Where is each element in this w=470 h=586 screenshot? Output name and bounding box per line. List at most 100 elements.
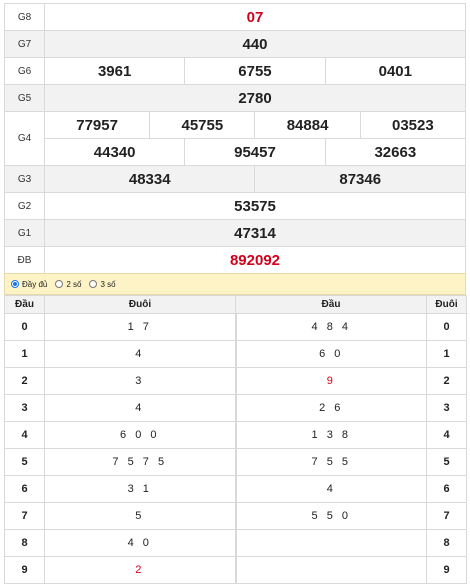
tail-digit-right: 0: [426, 313, 467, 341]
prize-value-g4: 77957: [43, 111, 151, 139]
head-digit: 0: [4, 313, 45, 341]
radio-icon[interactable]: [11, 280, 19, 288]
tail-digits: 3: [44, 367, 236, 395]
column-header-duoi: Đuôi: [44, 295, 236, 314]
prize-row-g5: G5 2780: [4, 84, 466, 112]
prize-row-g4-second: 44340 95457 32663: [5, 138, 467, 166]
prize-label: G2: [4, 192, 45, 220]
tail-digit-right: 9: [426, 556, 467, 584]
prize-label: G4: [4, 111, 45, 166]
prize-value-g6: 0401: [324, 57, 467, 85]
head-digit: 3: [4, 394, 45, 422]
prize-value-g4: 45755: [149, 111, 256, 139]
radio-icon[interactable]: [55, 280, 64, 288]
head-digits-right: 7 5 5: [234, 448, 427, 476]
tail-digits: 3 1: [44, 475, 236, 503]
head-digit: 5: [4, 448, 45, 476]
head-digit: 6: [4, 475, 45, 503]
head-digits-right: 2 6: [234, 394, 427, 422]
prize-row-g2: G2 53575: [4, 192, 466, 220]
head-digit: 2: [4, 367, 45, 395]
head-digits-right: 4 8 4: [234, 313, 427, 341]
option-three-label: 3 số: [100, 279, 116, 289]
column-header-dau: Đầu: [4, 295, 45, 314]
prize-value-g3: 87346: [254, 165, 466, 193]
prize-value-g4: 32663: [324, 138, 467, 166]
tail-digits: 7 5 7 5: [44, 448, 236, 476]
tail-digit-right: 1: [426, 340, 467, 368]
prize-row-g8: G8 07: [4, 3, 466, 31]
head-digits-right: 6 0: [234, 340, 427, 368]
prize-value-g8: 07: [44, 3, 466, 31]
head-digit: 1: [4, 340, 45, 368]
option-three-digits[interactable]: 3 số: [89, 279, 116, 289]
prize-row-g4: G4 77957 45755 84884 03523: [4, 111, 467, 166]
tail-digit-right: 7: [426, 502, 467, 530]
prize-label: ĐB: [4, 246, 45, 274]
prize-row-g3: G3 48334 87346: [4, 165, 466, 193]
prize-value-g6: 6755: [184, 57, 326, 85]
option-full-label: Đầy đủ: [22, 279, 48, 289]
tail-digits: 1 7: [44, 313, 236, 341]
prize-value-g4: 84884: [254, 111, 361, 139]
prize-value-g1: 47314: [44, 219, 466, 247]
prize-row-g1: G1 47314: [4, 219, 466, 247]
column-header-dau-right: Đầu: [235, 295, 427, 314]
head-tail-header: Đầu Đuôi Đầu Đuôi: [4, 295, 467, 314]
head-digit: 9: [4, 556, 45, 584]
prize-label: G6: [4, 57, 45, 85]
tail-digit-right: 2: [426, 367, 467, 395]
radio-icon[interactable]: [89, 280, 98, 288]
prize-value-g5: 2780: [44, 84, 466, 112]
prize-row-g6: G6 3961 6755 0401: [4, 57, 467, 85]
option-full[interactable]: Đầy đủ: [11, 280, 47, 289]
prize-row-g7: G7 440: [4, 30, 466, 58]
head-digits-right: [234, 556, 427, 584]
tail-digit-right: 4: [426, 421, 467, 449]
head-digits-right: [234, 529, 427, 557]
option-two-digits[interactable]: 2 số: [55, 280, 81, 289]
tail-digit-right: 5: [426, 448, 467, 476]
head-digits-right: 4: [234, 475, 427, 503]
tail-digits: 4: [44, 340, 236, 368]
prize-value-g6: 3961: [43, 57, 186, 85]
tail-digit-right: 8: [426, 529, 467, 557]
tail-digit-right: 3: [426, 394, 467, 422]
prize-value-g4: 95457: [184, 138, 326, 166]
tail-digits: 4: [44, 394, 236, 422]
prize-row-db: ĐB 892092: [4, 246, 466, 274]
prize-value-g7: 440: [44, 30, 466, 58]
prize-label: G5: [4, 84, 45, 112]
tail-digits: 2: [44, 556, 236, 584]
results-table: G8 07 G7 440 G6 3961 6755 0401 G5 2780 G…: [4, 3, 467, 274]
prize-value-special: 892092: [44, 246, 466, 274]
head-digits-right: 5 5 0: [234, 502, 427, 530]
tail-digits: 4 0: [44, 529, 236, 557]
prize-value-g3: 48334: [43, 165, 256, 193]
prize-label: G1: [4, 219, 45, 247]
tail-digits: 6 0 0: [44, 421, 236, 449]
tail-digits: 5: [44, 502, 236, 530]
prize-label: G7: [4, 30, 45, 58]
head-digits-right: 1 3 8: [234, 421, 427, 449]
prize-value-g4: 03523: [359, 111, 467, 139]
prize-value-g2: 53575: [44, 192, 466, 220]
display-options-bar: Đầy đủ 2 số 3 số: [4, 273, 466, 295]
prize-label: G8: [4, 3, 45, 31]
head-digit: 4: [4, 421, 45, 449]
head-digits-right: 9: [234, 367, 427, 395]
prize-value-g4: 44340: [43, 138, 186, 166]
tail-digit-right: 6: [426, 475, 467, 503]
head-digit: 7: [4, 502, 45, 530]
option-two-label: 2 số: [66, 279, 82, 289]
